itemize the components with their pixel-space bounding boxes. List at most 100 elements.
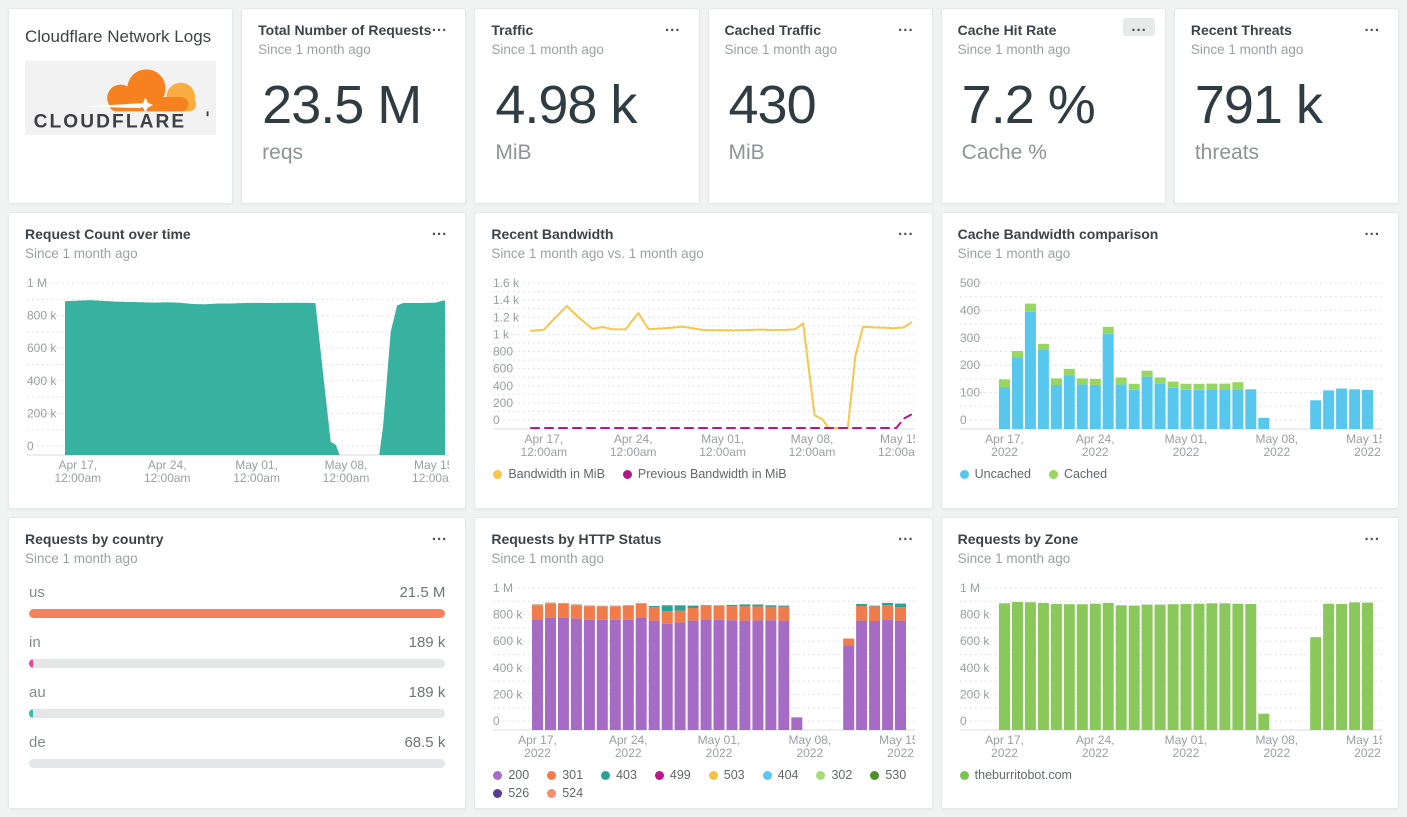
legend-dot-icon (493, 788, 503, 798)
stat-unit: reqs (262, 141, 304, 165)
svg-text:200 k: 200 k (27, 406, 57, 420)
bottom-row: Requests by country Since 1 month ago ..… (8, 517, 1399, 809)
panel-header: Requests by country Since 1 month ago ..… (25, 528, 449, 568)
legend-label: 200 (508, 768, 530, 782)
legend-item-301[interactable]: 301 (547, 768, 583, 782)
panel-title: Requests by HTTP Status (491, 531, 662, 547)
panel-subtitle: Since 1 month ago (491, 551, 604, 566)
panel-menu-icon[interactable]: ... (424, 527, 456, 545)
svg-text:1.4 k: 1.4 k (493, 293, 520, 307)
svg-text:2022: 2022 (1263, 445, 1290, 459)
country-bar-fill (29, 609, 446, 618)
country-bar-track (29, 659, 446, 668)
panel-menu-icon[interactable]: ... (1356, 18, 1388, 36)
svg-text:Apr 24,: Apr 24, (1076, 432, 1115, 446)
panel-header: Total Number of Requests Since 1 month a… (258, 19, 449, 59)
legend-item-404[interactable]: 404 (762, 768, 798, 782)
panel-menu-icon[interactable]: ... (890, 222, 922, 240)
legend-item-Uncached[interactable]: Uncached (959, 467, 1031, 481)
panel-recent-threats: Recent Threats Since 1 month ago ... 791… (1173, 8, 1399, 204)
svg-text:May 08,: May 08, (325, 458, 368, 472)
svg-text:May 08,: May 08, (789, 733, 832, 747)
country-row-au: au 189 k (29, 684, 446, 718)
panel-menu-icon[interactable]: ... (1123, 18, 1155, 36)
country-row-header: us 21.5 M (29, 584, 445, 601)
panel-subtitle: Since 1 month ago (957, 551, 1071, 566)
page-title: Cloudflare Network Logs (25, 27, 212, 46)
svg-text:12:00am: 12:00am (521, 445, 568, 459)
svg-text:Apr 17,: Apr 17, (525, 432, 564, 446)
svg-text:May 15,: May 15, (1346, 432, 1382, 446)
legend-item-theburritobot.com[interactable]: theburritobot.com (959, 768, 1072, 782)
svg-text:Apr 24,: Apr 24, (614, 432, 653, 446)
legend-item-200[interactable]: 200 (493, 768, 529, 782)
recent-bandwidth-chart[interactable]: 0 200 400 600 800 1 k 1.2 k 1.4 k 1.6 k Apr 17, 12… (491, 269, 916, 459)
legend-item-302[interactable]: 302 (816, 768, 852, 782)
svg-text:12:00am: 12:00am (878, 445, 915, 459)
country-bar-fill (29, 759, 31, 768)
panel-subtitle: Since 1 month ago (25, 246, 138, 261)
svg-text:May 08,: May 08, (791, 432, 834, 446)
panel-title: Recent Bandwidth (491, 226, 614, 242)
svg-text:2022: 2022 (1354, 445, 1381, 459)
legend-item-403[interactable]: 403 (601, 768, 637, 782)
legend-item-499[interactable]: 499 (654, 768, 691, 782)
svg-text:May 15,: May 15, (414, 458, 449, 472)
stat-body: 23.5 M reqs (258, 59, 449, 191)
stat-unit: MiB (728, 141, 765, 165)
panel-subtitle: Since 1 month ago (1190, 42, 1304, 57)
panel-recent-bandwidth: Recent Bandwidth Since 1 month ago vs. 1… (474, 212, 933, 509)
svg-text:2022: 2022 (1082, 445, 1109, 459)
panel-menu-icon[interactable]: ... (890, 527, 922, 545)
svg-text:2022: 2022 (1263, 746, 1290, 760)
panel-menu-icon[interactable]: ... (424, 18, 456, 36)
legend-item-Cached[interactable]: Cached (1048, 467, 1108, 481)
panel-request-count: Request Count over time Since 1 month ag… (8, 212, 467, 509)
panel-header: Requests by Zone Since 1 month ago ... (957, 528, 1382, 568)
stat-body: 791 k threats (1191, 59, 1382, 191)
country-label: de (29, 734, 46, 751)
panel-subtitle: Since 1 month ago (491, 42, 604, 57)
panel-menu-icon[interactable]: ... (1356, 222, 1388, 240)
country-bar-list: us 21.5 M in 189 k au 189 k de 68.5 k (25, 568, 449, 768)
svg-text:2022: 2022 (991, 445, 1018, 459)
panel-menu-icon[interactable]: ... (890, 18, 922, 36)
country-row-header: au 189 k (29, 684, 445, 701)
svg-text:12:00am: 12:00am (789, 445, 836, 459)
legend-item-526[interactable]: 526 (493, 786, 529, 800)
panel-menu-icon[interactable]: ... (424, 222, 456, 240)
legend-dot-icon (816, 770, 826, 780)
svg-text:Apr 17,: Apr 17, (518, 733, 557, 747)
panel-subtitle: Since 1 month ago vs. 1 month ago (491, 246, 704, 261)
legend-label: Cached (1063, 467, 1108, 481)
svg-text:May 15,: May 15, (880, 432, 915, 446)
stat-value: 23.5 M (262, 74, 422, 135)
cache-bandwidth-chart[interactable]: 0 100 200 300 400 500 Apr 17, 2022 Apr 24, 2022 Ma… (958, 269, 1389, 459)
panel-menu-icon[interactable]: ... (657, 18, 689, 36)
stat-unit: threats (1194, 141, 1260, 165)
legend-item-524[interactable]: 524 (547, 786, 583, 800)
svg-text:12:00am: 12:00am (54, 471, 101, 485)
svg-text:May 08,: May 08, (1255, 733, 1298, 747)
legend-item-Previous Bandwidth in MiB[interactable]: Previous Bandwidth in MiB (622, 467, 787, 481)
panel-title: Traffic (491, 22, 534, 38)
country-bar-track (29, 709, 446, 718)
panel-cache-bandwidth: Cache Bandwidth comparison Since 1 month… (940, 212, 1399, 509)
panel-menu-icon[interactable]: ... (1356, 527, 1388, 545)
legend-item-Bandwidth in MiB[interactable]: Bandwidth in MiB (493, 467, 605, 481)
country-label: au (29, 684, 46, 701)
svg-text:Apr 24,: Apr 24, (1076, 733, 1115, 747)
legend-label: Bandwidth in MiB (508, 467, 605, 481)
legend-item-503[interactable]: 503 (708, 768, 745, 782)
svg-text:2022: 2022 (1082, 746, 1109, 760)
legend-item-530[interactable]: 530 (870, 768, 906, 782)
svg-text:12:00am: 12:00am (233, 471, 280, 485)
cloudflare-wordmark: CLOUDFLARE (34, 112, 187, 133)
panel-header: Cache Hit Rate Since 1 month ago ... (958, 18, 1155, 59)
